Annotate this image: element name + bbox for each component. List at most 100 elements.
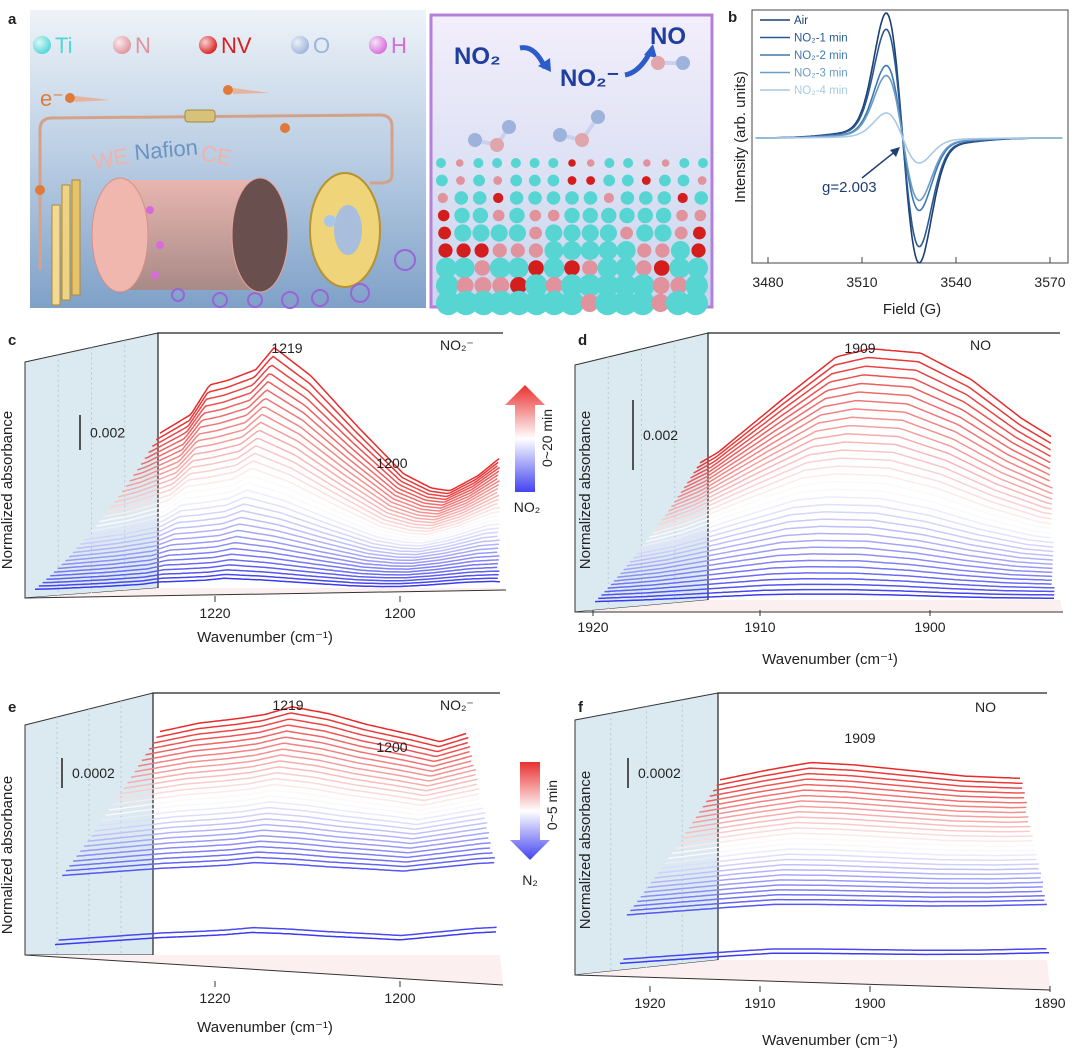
spectrum-line — [719, 761, 1021, 781]
atom-sphere — [670, 241, 690, 260]
x-tick-label: 1220 — [199, 990, 230, 1006]
arrow-down-gradient-icon — [510, 762, 550, 860]
atom-sphere — [632, 274, 655, 297]
spectrum-line — [84, 503, 499, 550]
atom-sphere — [436, 158, 446, 168]
reactant-label: NO₂ — [454, 43, 501, 70]
spectrum-line — [145, 730, 470, 763]
atom-sphere — [637, 207, 653, 224]
spectrum-line — [121, 429, 498, 521]
spectrum-line — [65, 535, 498, 565]
g-factor-annotation: g=2.003 — [822, 179, 877, 196]
bubbles — [171, 249, 416, 309]
spectrum-line — [658, 457, 1052, 526]
y-axis-label: Normalized absorbance — [577, 411, 594, 569]
atom-sphere — [454, 207, 470, 224]
spectrum-line — [57, 547, 499, 570]
atom-sphere — [546, 191, 561, 205]
x-tick-label: 1200 — [384, 605, 415, 621]
atom-sphere — [661, 159, 670, 167]
atom-sphere — [436, 257, 457, 279]
spectrum-line — [671, 424, 1053, 508]
species-label: NO₂⁻ — [440, 337, 474, 353]
atom-sphere — [509, 207, 525, 224]
spectrum-line — [91, 818, 488, 837]
atom-sphere — [473, 158, 484, 168]
spectrum-line — [65, 856, 495, 872]
y-axis-label: Normalized absorbance — [577, 771, 594, 929]
legend: Air NO₂-1 min NO₂-2 min NO₂-3 min NO₂-4 min — [760, 15, 848, 97]
atom-sphere — [582, 260, 598, 276]
atom-sphere — [547, 174, 560, 187]
atom-sphere — [655, 207, 672, 224]
atom-sphere — [620, 191, 635, 205]
spectrum-line — [655, 465, 1052, 530]
spectrum-line — [690, 374, 1051, 479]
atom-sphere — [604, 158, 615, 168]
spectrum-line — [642, 496, 1051, 547]
spectrum-line — [699, 794, 1027, 813]
spectrum-line — [87, 496, 500, 547]
atom-sphere — [564, 207, 580, 224]
x-axis-label: Wavenumber (cm⁻¹) — [762, 651, 898, 668]
spectrum-line — [626, 903, 1047, 916]
atom-sphere — [612, 290, 638, 316]
atom-sphere — [580, 241, 600, 260]
x-tick-label: 1920 — [577, 619, 608, 635]
atom-sphere — [453, 290, 479, 316]
atom-sphere — [679, 158, 690, 168]
spectrum-line — [109, 789, 482, 811]
spectrum-line — [702, 789, 1027, 808]
atom-sphere — [567, 176, 577, 185]
y-axis-label: Normalized absorbance — [0, 411, 16, 569]
atom-sphere — [456, 243, 471, 258]
spectrum-line — [58, 926, 497, 941]
spectrum-line — [601, 583, 1055, 596]
atom-sphere — [603, 192, 615, 204]
spectrum-line — [682, 821, 1031, 839]
atom-sphere — [599, 224, 618, 242]
atom-sphere — [694, 209, 707, 222]
atom-sphere — [506, 290, 532, 316]
spectrum-line — [99, 475, 499, 538]
species-label: NO — [975, 699, 996, 715]
atom-sphere — [436, 174, 448, 187]
panel-e-waterfall: e 1220 1200 Wavenumber (cm⁻¹) Normalized abs… — [0, 692, 504, 1036]
sphere-highlight — [199, 36, 217, 54]
peak-label: 1200 — [376, 739, 407, 755]
atom-sphere — [489, 290, 514, 316]
atom-sphere — [456, 277, 474, 294]
spectrum-line — [156, 712, 469, 748]
arrow-up-gradient-icon — [505, 385, 545, 492]
panel-label-f: f — [578, 699, 584, 716]
spectrum-line — [72, 523, 499, 559]
spectrum-line — [141, 736, 473, 768]
atom-sphere — [597, 257, 619, 279]
floor — [575, 960, 1050, 990]
spectrum-line — [73, 845, 491, 862]
spectrum-line — [636, 511, 1054, 555]
panel-label-a: a — [8, 11, 17, 28]
spectrum-line — [98, 806, 486, 827]
spectrum-line — [105, 795, 481, 817]
atom-sphere — [524, 290, 549, 316]
atom-sphere — [641, 176, 651, 185]
spectrum-line — [95, 482, 498, 541]
atom-sphere — [455, 159, 464, 167]
panel-label-b: b — [728, 9, 737, 26]
atom-sphere — [601, 207, 617, 224]
atom-sphere — [529, 209, 542, 222]
atom-sphere — [614, 274, 637, 297]
sphere-highlight — [291, 36, 309, 54]
spectrum-line — [134, 748, 474, 777]
spectrum-line — [712, 772, 1023, 792]
spectrum-line — [674, 416, 1053, 503]
atom-sphere — [510, 243, 525, 258]
arrowhead-icon — [890, 147, 900, 157]
spectrum-line — [127, 760, 476, 787]
atom-sphere — [438, 243, 453, 258]
atom-sphere — [547, 209, 560, 222]
atom-sphere — [687, 257, 708, 279]
floor-front-edge — [24, 589, 507, 599]
